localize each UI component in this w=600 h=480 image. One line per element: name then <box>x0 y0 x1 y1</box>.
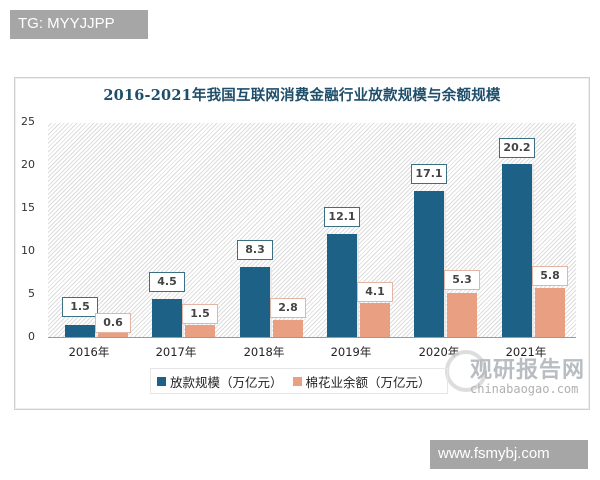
label-balance-2020: 5.3 <box>444 270 480 290</box>
bar-loan-2016 <box>65 325 95 338</box>
plot-area: 1.5 0.6 4.5 1.5 8.3 2.8 12.1 4.1 17.1 5.… <box>48 123 576 338</box>
label-balance-2021: 5.8 <box>532 266 568 286</box>
label-loan-2016: 1.5 <box>62 297 98 317</box>
bar-balance-2017 <box>185 325 215 338</box>
legend-item-balance: 棉花业余额（万亿元） <box>292 372 431 391</box>
chart-frame: 2016-2021年我国互联网消费金融行业放款规模与余额规模 25 20 15 … <box>14 77 590 410</box>
label-balance-2019: 4.1 <box>357 282 393 302</box>
chart-title: 2016-2021年我国互联网消费金融行业放款规模与余额规模 <box>103 87 501 104</box>
watermark-brand-cn: 观研报告网 <box>470 358 586 383</box>
y-tick-25: 25 <box>21 115 35 128</box>
x-tick-2019: 2019年 <box>330 345 372 359</box>
y-tick-20: 20 <box>21 158 35 171</box>
legend-label-loan: 放款规模（万亿元） <box>170 374 283 390</box>
watermark-tag-bottom: www.fsmybj.com <box>430 440 588 469</box>
y-tick-10: 10 <box>21 244 35 257</box>
y-tick-15: 15 <box>21 201 35 214</box>
legend-item-loan: 放款规模（万亿元） <box>157 372 283 391</box>
legend-swatch-loan-icon <box>157 376 166 386</box>
x-tick-2016: 2016年 <box>68 345 110 359</box>
watermark-brand-en: chinabaogao.com <box>470 382 579 396</box>
chart-legend: 放款规模（万亿元） 棉花业余额（万亿元） <box>150 368 448 394</box>
watermark-brand: 观研报告网 chinabaogao.com <box>470 352 585 396</box>
bar-balance-2019 <box>360 303 390 338</box>
bar-balance-2016 <box>98 333 128 338</box>
bar-loan-2019 <box>327 234 357 338</box>
y-tick-0: 0 <box>28 330 35 343</box>
label-loan-2018: 8.3 <box>237 240 273 260</box>
x-tick-2020: 2020年 <box>418 345 460 359</box>
label-balance-2016: 0.6 <box>95 313 131 333</box>
legend-label-balance: 棉花业余额（万亿元） <box>305 374 431 390</box>
watermark-tag-top: TG: MYYJJPP <box>10 10 148 39</box>
legend-swatch-balance-icon <box>292 376 302 386</box>
x-tick-2018: 2018年 <box>243 345 285 359</box>
x-axis-line <box>48 337 576 338</box>
bar-balance-2018 <box>273 320 303 338</box>
bar-balance-2020 <box>447 293 477 338</box>
y-tick-5: 5 <box>28 287 35 300</box>
bar-loan-2018 <box>240 267 270 338</box>
bar-loan-2021 <box>502 164 532 338</box>
label-loan-2020: 17.1 <box>411 164 447 184</box>
label-balance-2018: 2.8 <box>270 298 306 318</box>
label-balance-2017: 1.5 <box>182 304 218 324</box>
bar-loan-2017 <box>152 299 182 338</box>
label-loan-2021: 20.2 <box>499 138 535 158</box>
label-loan-2017: 4.5 <box>149 272 185 292</box>
bar-loan-2020 <box>414 191 444 338</box>
x-tick-2021: 2021年 <box>505 345 547 359</box>
bar-balance-2021 <box>535 288 565 338</box>
x-tick-2017: 2017年 <box>155 345 197 359</box>
label-loan-2019: 12.1 <box>324 207 360 227</box>
